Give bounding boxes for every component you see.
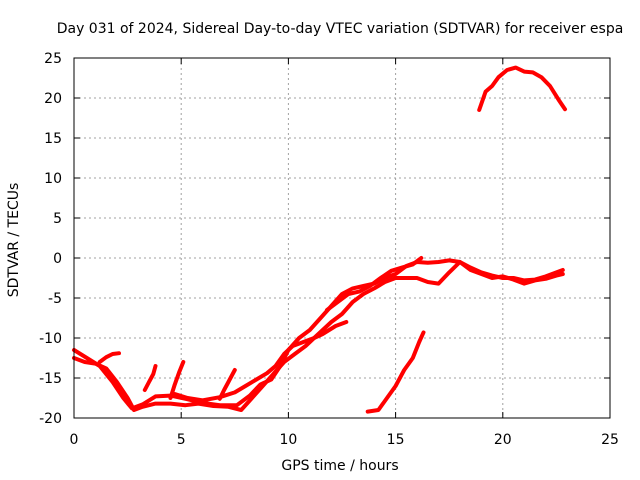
y-tick-label: -5 <box>48 291 62 307</box>
y-tick-label: 20 <box>44 91 62 107</box>
y-tick-label: -10 <box>39 331 62 347</box>
x-tick-label: 25 <box>601 432 619 448</box>
y-tick-label: 25 <box>44 51 62 67</box>
x-tick-label: 15 <box>387 432 405 448</box>
grid-layer <box>74 58 610 418</box>
series-line-track-8 <box>217 368 237 401</box>
series-line-track-5 <box>97 351 121 364</box>
series-line-track-9 <box>365 330 426 414</box>
series-line-track-7 <box>168 360 186 400</box>
plot-frame <box>73 57 611 419</box>
series-line-track-1 <box>72 258 565 411</box>
chart-title: Day 031 of 2024, Sidereal Day-to-day VTE… <box>57 21 624 37</box>
series-line-track-3 <box>172 320 349 403</box>
series-layer <box>72 65 567 414</box>
series-line-track-2 <box>72 260 565 412</box>
y-tick-label: 10 <box>44 171 62 187</box>
x-tick-label: 0 <box>70 432 79 448</box>
y-tick-label: -15 <box>39 371 62 387</box>
series-line-track-6 <box>142 364 158 392</box>
x-tick-label: 5 <box>177 432 186 448</box>
y-tick-label: 15 <box>44 131 62 147</box>
x-tick-label: 20 <box>494 432 512 448</box>
tick-layer: 0 5 10 15 20 25 -20 -15 -10 -5 0 5 10 15 20 25 <box>39 51 619 448</box>
y-tick-label: -20 <box>39 411 62 427</box>
y-tick-label: 5 <box>53 211 62 227</box>
series-line-track-10 <box>477 65 567 112</box>
x-axis-title: GPS time / hours <box>281 458 398 474</box>
series-line-track-4 <box>325 256 424 312</box>
x-tick-label: 10 <box>279 432 297 448</box>
y-tick-label: 0 <box>53 251 62 267</box>
y-axis-title: SDTVAR / TECUs <box>6 183 22 298</box>
